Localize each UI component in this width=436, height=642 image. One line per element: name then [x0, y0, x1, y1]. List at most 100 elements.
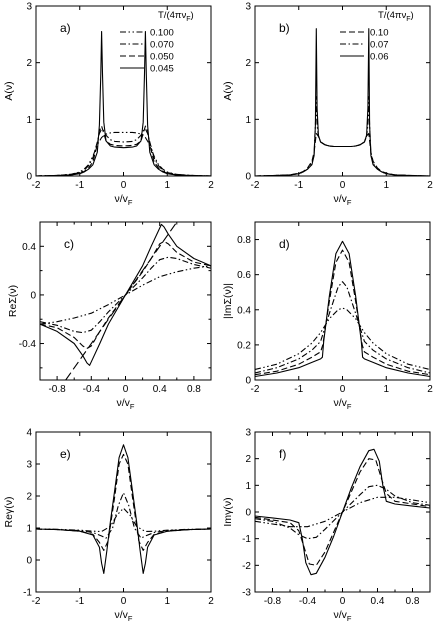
x-axis-label: ν/vF: [333, 193, 351, 207]
x-tick-label: 0: [340, 596, 346, 607]
x-tick-label: 0.4: [371, 596, 385, 607]
panel-label: b): [279, 21, 290, 35]
series-line-c-ref: [65, 222, 178, 380]
y-axis-label: A(ν): [222, 81, 234, 100]
x-axis-label: ν/vF: [333, 397, 351, 411]
x-tick-label: -1: [294, 180, 303, 191]
panel-label: a): [60, 21, 71, 35]
x-tick-label: -0.4: [83, 384, 101, 395]
x-tick-label: 0: [340, 180, 346, 191]
series-line-f-0.045: [255, 448, 430, 576]
y-tick-label: 2: [245, 454, 251, 465]
y-tick-label: 2: [245, 58, 251, 69]
series-line-e-0.100: [36, 507, 211, 533]
series-line-a-0.100: [36, 131, 211, 176]
series-line-a-0.070: [36, 128, 211, 176]
x-tick-label: 2: [427, 180, 433, 191]
x-axis-label: ν/vF: [114, 609, 132, 623]
x-tick-label: -1: [75, 596, 84, 607]
x-tick-label: -0.8: [48, 384, 66, 395]
legend-entry-label: 0.07: [370, 40, 389, 51]
x-tick-label: 0: [121, 180, 127, 191]
panel-label: e): [60, 447, 71, 461]
y-tick-label: 3: [245, 2, 251, 13]
y-tick-label: 1: [245, 115, 251, 126]
x-tick-label: 0: [121, 596, 127, 607]
x-tick-label: 0.4: [153, 384, 167, 395]
x-tick-label: 0.8: [187, 384, 201, 395]
panel-d: -2 -1 0 1 2 0 0.2 0.4 0.6 0.8 ν/vF |ImΣ(ν)| d): [222, 221, 433, 411]
series-line-b-0.06: [255, 28, 430, 176]
panel-b: -2 -1 0 1 2 0 1 2 3 ν/vF A(ν) b) T/(4πνF) 0.100.070.0…: [222, 2, 433, 208]
series-line-b-0.07: [255, 96, 430, 176]
x-tick-label: 2: [208, 180, 214, 191]
y-axis-label: |ImΣ(ν)|: [222, 283, 234, 319]
y-tick-label: 0: [26, 556, 32, 567]
panel-c: -0.8 -0.4 0 0.4 0.8 -0.4 0 0.4 ν/vF ReΣ(ν) c): [7, 221, 212, 411]
x-tick-label: -2: [32, 596, 41, 607]
legend-entry-label: 0.070: [150, 40, 174, 51]
panel-label: f): [279, 447, 286, 461]
y-tick-label: 0.4: [22, 242, 36, 253]
y-tick-label: 0: [30, 290, 36, 301]
x-tick-label: 1: [164, 180, 170, 191]
x-tick-label: 1: [383, 180, 389, 191]
y-axis-label: Imγ(ν): [222, 497, 234, 526]
y-tick-label: 0: [245, 508, 251, 519]
y-axis-label: Reγ(ν): [3, 497, 15, 528]
x-tick-label: 0: [340, 384, 346, 395]
y-axis-label: ReΣ(ν): [7, 285, 19, 317]
series-line-d-0.070: [255, 281, 430, 374]
y-tick-label: 0.4: [237, 305, 251, 316]
y-tick-label: 4: [26, 428, 32, 439]
legend-entry-label: 0.050: [150, 52, 174, 63]
x-tick-label: -2: [32, 180, 41, 191]
x-tick-label: 2: [208, 596, 214, 607]
series-line-d-0.050: [255, 249, 430, 376]
panel-f: -0.8 -0.4 0 0.4 0.8 -3 -2 -1 0 1 2 3 ν/vF Imγ(ν) f): [222, 428, 431, 623]
x-tick-label: 1: [383, 384, 389, 395]
panel-label: c): [64, 237, 74, 251]
legend-title: T/(4πνF): [378, 10, 414, 23]
y-tick-label: 1: [26, 524, 32, 535]
y-tick-label: 2: [26, 58, 32, 69]
y-tick-label: 2: [26, 492, 32, 503]
x-tick-label: -2: [251, 384, 260, 395]
legend-title: T/(4πνF): [158, 10, 194, 23]
series-line-e-0.070: [36, 492, 211, 539]
x-tick-label: -1: [294, 384, 303, 395]
y-tick-label: 0.8: [237, 235, 251, 246]
legend-entry-label: 0.100: [150, 28, 174, 39]
panel-label: d): [279, 237, 290, 251]
x-tick-label: 0: [123, 384, 129, 395]
legend-entry-label: 0.06: [370, 52, 389, 63]
series-line-e-0.045: [36, 444, 211, 574]
legend-entry-label: 0.045: [150, 64, 174, 75]
x-tick-label: -1: [75, 180, 84, 191]
panel-a: -2 -1 0 1 20123ν/vFA(ν)a)T/(4πνF)0.1000.0700…: [3, 2, 214, 208]
y-tick-label: 0: [245, 376, 251, 387]
x-tick-label: 0.8: [406, 596, 420, 607]
x-tick-label: 1: [164, 596, 170, 607]
y-tick-label: 1: [245, 481, 251, 492]
x-tick-label: 2: [427, 384, 433, 395]
y-tick-label: 0.2: [237, 340, 251, 351]
x-axis-label: ν/vF: [114, 193, 132, 207]
x-axis-label: ν/vF: [333, 609, 351, 623]
y-tick-label: -2: [242, 561, 251, 572]
y-tick-label: 1: [26, 115, 32, 126]
x-tick-label: -0.8: [264, 596, 282, 607]
y-tick-label: 0.6: [237, 270, 251, 281]
y-tick-label: 3: [245, 428, 251, 439]
series-line-b-0.10: [255, 132, 430, 176]
series-line-d-0.045: [255, 240, 430, 378]
x-axis-label: ν/vF: [116, 397, 134, 411]
y-tick-label: 0: [26, 172, 32, 183]
y-tick-label: -1: [242, 534, 251, 545]
series-line-d-0.100: [255, 307, 430, 371]
y-axis-label: A(ν): [3, 81, 15, 100]
y-tick-label: -0.4: [19, 339, 37, 350]
legend-entry-label: 0.10: [370, 28, 389, 39]
